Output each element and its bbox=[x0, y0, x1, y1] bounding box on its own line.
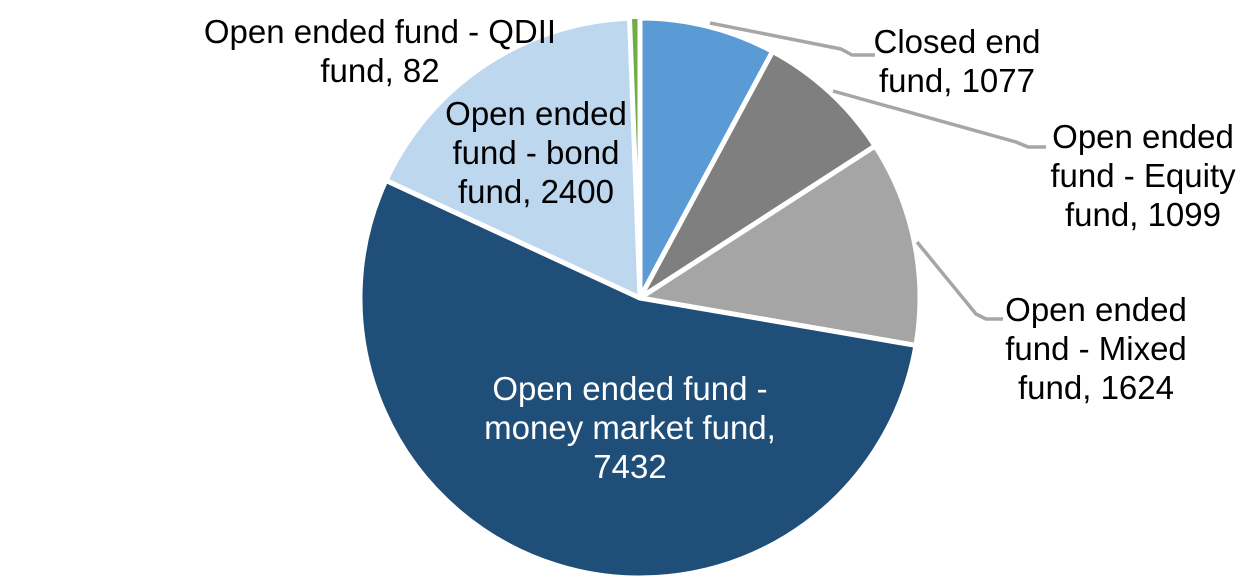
leader-line-open-ended-mixed-fund bbox=[915, 240, 1003, 321]
pie-slice-open-ended-bond-fund[interactable] bbox=[383, 15, 643, 301]
pie-slice-closed-end-fund[interactable] bbox=[637, 15, 776, 301]
pie-slice-open-ended-mixed-fund[interactable] bbox=[637, 143, 923, 348]
leader-line-open-ended-equity-fund bbox=[832, 89, 1046, 149]
leader-line-closed-end-fund bbox=[709, 21, 875, 57]
pie-slice-open-ended-money-market-fund[interactable] bbox=[357, 177, 919, 581]
pie-slice-open-ended-equity-fund[interactable] bbox=[637, 48, 878, 301]
